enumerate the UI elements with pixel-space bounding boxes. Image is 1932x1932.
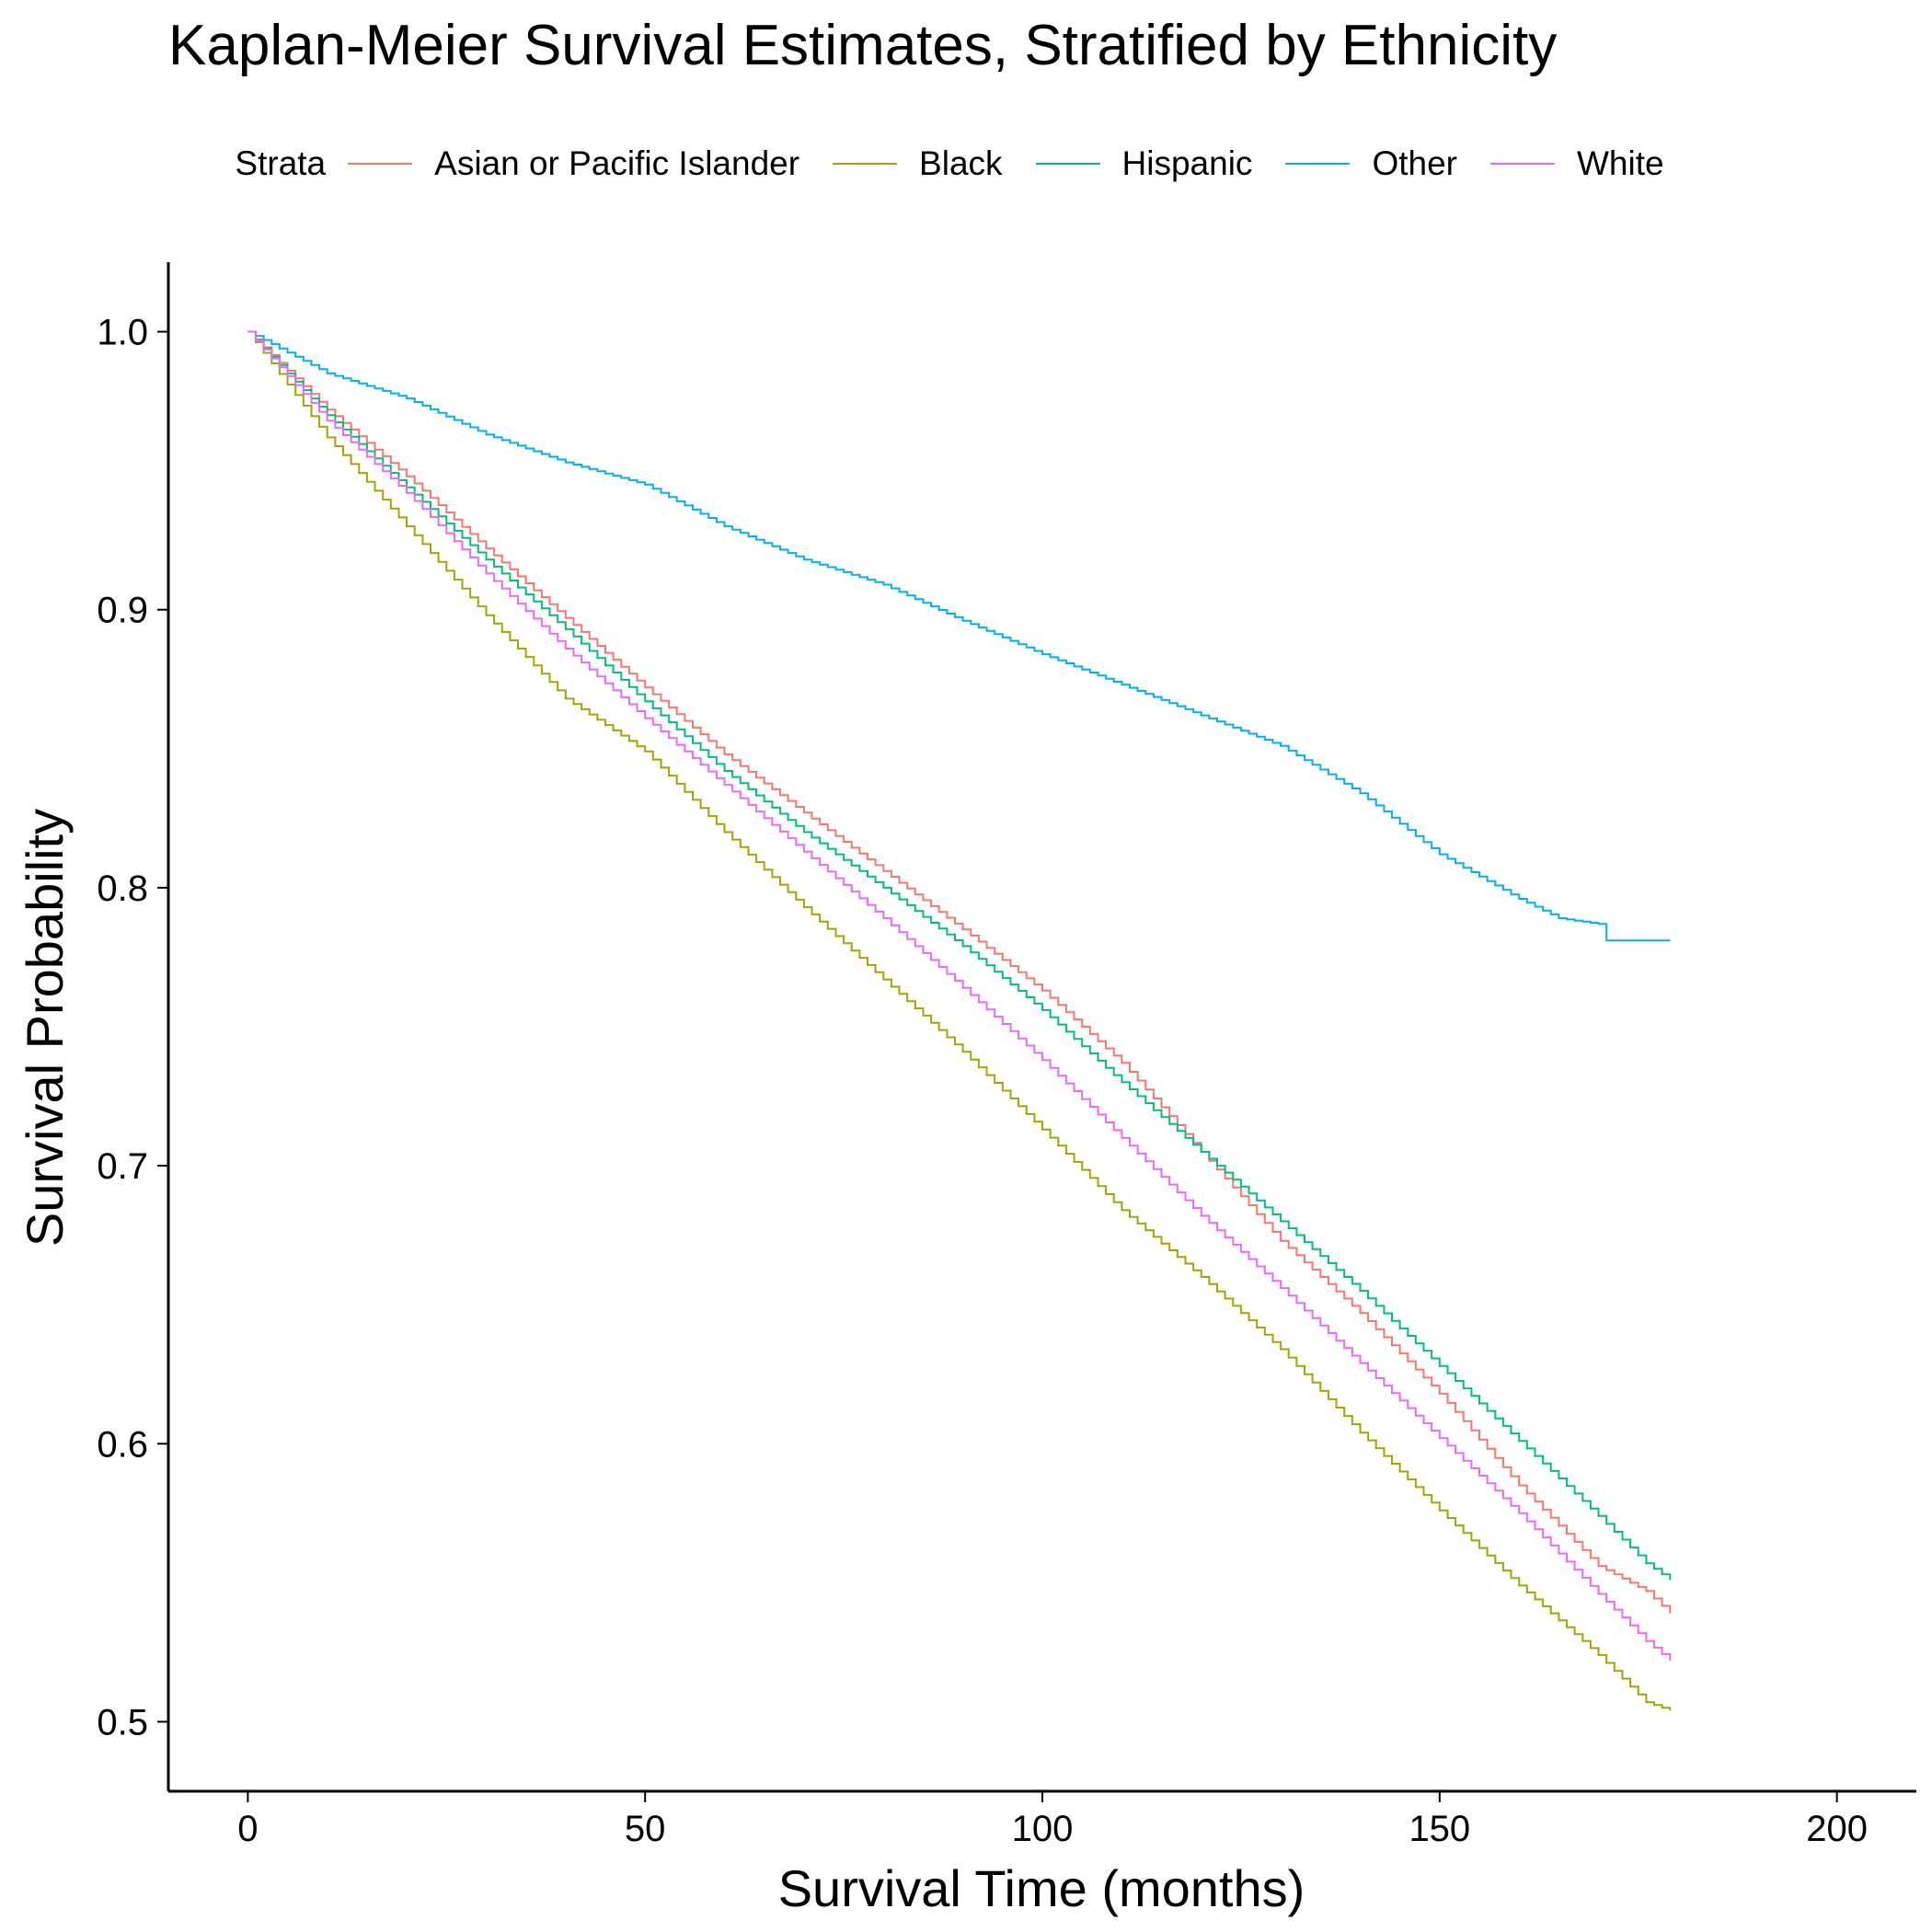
y-axis-title: Survival Probability [16,809,74,1247]
legend-key-white [1489,163,1555,165]
y-tick-label: 1.0 [97,313,148,353]
y-tick-label: 0.8 [97,868,148,909]
legend-item-other: Other [1285,144,1457,183]
x-tick-label: 100 [1012,1809,1074,1849]
y-tick-label: 0.5 [97,1702,148,1742]
legend-key-black [833,163,898,165]
legend-item-asian: Asian or Pacific Islander [348,144,799,183]
legend-label-asian: Asian or Pacific Islander [434,144,800,182]
legend-item-black: Black [833,144,1003,183]
legend-label-black: Black [919,144,1003,182]
legend-label-other: Other [1372,144,1457,182]
legend-item-hispanic: Hispanic [1035,144,1253,183]
series-line-1 [247,330,1672,1711]
series-line-0 [247,330,1672,1614]
y-tick-label: 0.6 [97,1424,148,1465]
x-tick-label: 50 [625,1809,666,1849]
legend: Strata Asian or Pacific Islander Black H… [0,136,1932,191]
legend-key-other [1285,163,1351,165]
x-tick-label: 150 [1409,1809,1470,1849]
legend-label-hispanic: Hispanic [1121,144,1253,182]
legend-key-hispanic [1035,163,1100,165]
series-line-4 [247,330,1672,1661]
legend-key-asian [348,163,413,165]
x-tick-label: 200 [1806,1809,1868,1849]
series-layer [247,330,1672,1711]
x-axis-title: Survival Time (months) [778,1859,1305,1917]
legend-label-white: White [1576,144,1664,182]
legend-item-white: White [1489,144,1664,183]
legend-title: Strata [235,144,327,182]
x-tick-label: 0 [237,1809,258,1849]
series-line-2 [247,330,1672,1581]
y-tick-label: 0.7 [97,1146,148,1187]
series-line-3 [247,330,1671,942]
chart-title: Kaplan-Meier Survival Estimates, Stratif… [168,14,1558,77]
y-tick-label: 0.9 [97,591,148,631]
axis-layer: 0 50 100 150 200 0.5 0.6 0.7 0.8 0.9 1.0 [97,262,1916,1849]
